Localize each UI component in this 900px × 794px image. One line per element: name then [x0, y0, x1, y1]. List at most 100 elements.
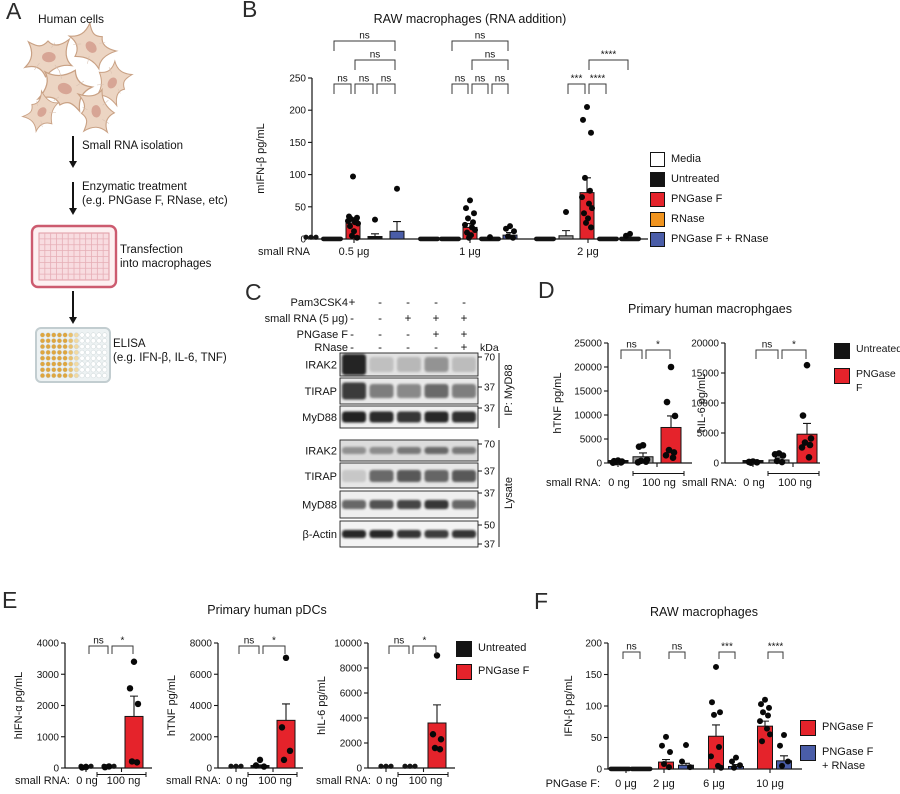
kda-marker: 37 — [484, 540, 496, 551]
sig-label: * — [423, 636, 427, 647]
kda-marker: 37 — [484, 404, 496, 415]
sig-label: ns — [455, 74, 466, 85]
zero-dot — [238, 763, 244, 769]
elisa-well — [73, 349, 79, 355]
data-point — [806, 441, 814, 449]
sig-label: *** — [571, 74, 583, 85]
data-point — [766, 704, 772, 711]
elisa-well — [68, 349, 74, 355]
elisa-well — [68, 361, 74, 367]
cell-illustration — [36, 69, 95, 114]
elisa-well — [73, 355, 79, 361]
error-bar — [562, 230, 570, 236]
data-point — [661, 760, 667, 767]
cell-illustration — [21, 89, 60, 134]
sig-bracket — [451, 40, 509, 51]
legend-item: PNGase F + RNase — [800, 745, 873, 774]
sig-label: ns — [359, 31, 370, 42]
y-tick-label: 2000 — [190, 732, 213, 743]
data-point — [711, 711, 717, 718]
blot-band — [452, 411, 476, 423]
x-group-label: 2 μg — [653, 778, 675, 790]
sig-label: *** — [721, 642, 733, 653]
error-bar — [130, 695, 138, 717]
data-point — [471, 210, 477, 217]
panel-e-title: Primary human pDCs — [207, 603, 327, 617]
sig-label: ns — [359, 74, 370, 85]
sig-bracket — [376, 83, 396, 94]
data-point — [351, 228, 357, 235]
zero-dot — [233, 763, 239, 769]
blot-band — [397, 357, 421, 372]
data-point — [585, 215, 591, 222]
sig-bracket — [471, 83, 489, 94]
x-axis-prefix: small RNA — [258, 246, 311, 258]
data-point — [737, 762, 743, 769]
blot-band — [369, 530, 394, 538]
elisa-well — [102, 338, 108, 344]
data-point — [713, 663, 719, 670]
bar — [534, 236, 556, 242]
cell-illustration — [23, 37, 74, 78]
legend-swatch — [800, 720, 816, 736]
data-point — [436, 746, 444, 753]
elisa-well — [51, 338, 57, 344]
blot-name: IRAK2 — [305, 360, 337, 372]
data-point — [465, 215, 471, 222]
data-point — [771, 451, 779, 458]
y-tick-label: 100 — [585, 702, 602, 713]
elisa-well — [51, 361, 57, 367]
blot-band — [369, 411, 394, 423]
data-point — [372, 216, 378, 223]
data-point — [758, 701, 764, 708]
elisa-well — [85, 349, 91, 355]
data-point — [563, 208, 569, 215]
x-group-label: 100 ng — [409, 775, 443, 787]
y-axis-label: hIL-6 pg/mL — [696, 374, 708, 433]
y-tick-label: 6000 — [340, 689, 363, 700]
sig-bracket — [333, 83, 352, 94]
elisa-well — [79, 338, 85, 344]
elisa-well — [62, 355, 68, 361]
y-tick-label: 15000 — [691, 369, 719, 380]
legend-label: PNGase F — [856, 368, 896, 394]
x-group-label: 0 ng — [226, 775, 247, 787]
data-point — [134, 700, 142, 708]
legend-swatch — [650, 232, 665, 247]
x-group-label: 100 ng — [258, 775, 292, 787]
data-point — [286, 747, 294, 755]
elisa-well — [90, 361, 96, 367]
sig-label: ns — [394, 636, 405, 647]
data-point — [670, 449, 678, 456]
elisa-well — [96, 373, 102, 379]
cell-illustration — [67, 21, 119, 71]
condition-value: + — [433, 329, 440, 341]
data-point — [588, 224, 594, 231]
sig-bracket — [718, 651, 736, 659]
data-point — [671, 412, 679, 420]
data-point — [581, 210, 587, 217]
elisa-well — [39, 355, 46, 361]
elisa-well — [39, 332, 46, 338]
panel-b-legend: Media Untreated PNGase F RNase PNGase F + RN… — [650, 152, 769, 252]
y-tick-label: 5000 — [697, 429, 720, 440]
elisa-well — [45, 373, 51, 379]
y-tick-label: 50 — [295, 202, 307, 213]
x-axis-prefix: small RNA: — [316, 775, 371, 787]
condition-value: - — [434, 342, 438, 354]
data-point — [349, 232, 355, 239]
x-axis-prefix: small RNA: — [546, 477, 601, 489]
elisa-well — [51, 349, 57, 355]
blot-band — [397, 447, 421, 454]
sig-bracket — [333, 40, 396, 51]
panel-a-step3-line1: Transfection — [120, 244, 183, 256]
sig-label: ns — [672, 642, 683, 653]
y-tick-label: 25000 — [574, 339, 602, 350]
data-point — [431, 744, 439, 752]
x-group-label: 1 μg — [459, 246, 481, 258]
y-axis-label: IFN-β pg/mL — [563, 675, 575, 736]
bar — [418, 236, 440, 242]
y-tick-label: 0 — [300, 235, 306, 246]
y-tick-label: 20000 — [574, 363, 602, 374]
kda-marker: 37 — [484, 383, 496, 394]
